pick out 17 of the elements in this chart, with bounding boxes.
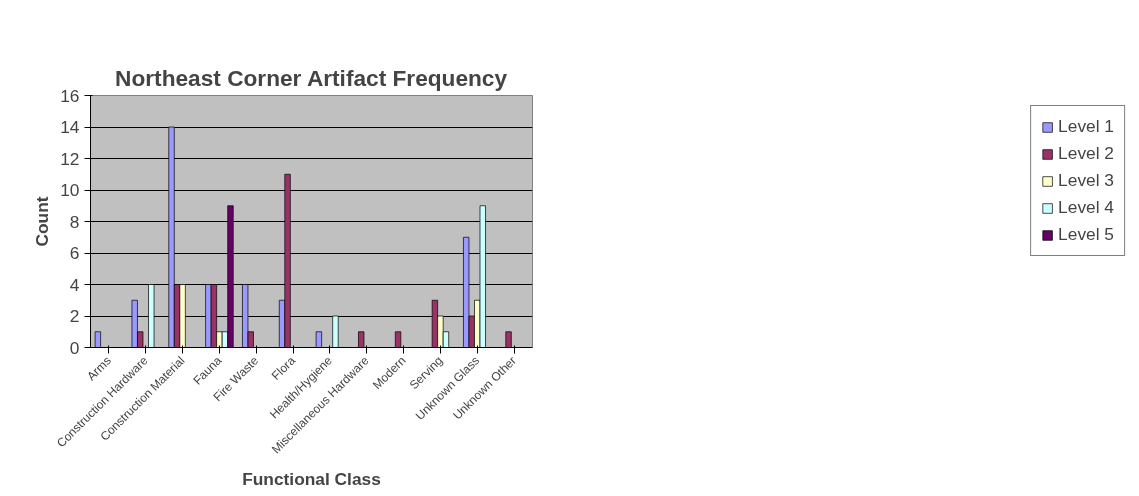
legend-label: Level 1 — [1058, 116, 1114, 137]
y-tick-label: 16 — [60, 85, 80, 106]
y-tick-label: 0 — [69, 337, 80, 358]
chart-title: Northeast Corner Artifact Frequency — [115, 64, 508, 91]
legend-label: Level 4 — [1058, 197, 1114, 218]
legend-label: Level 2 — [1058, 143, 1114, 164]
y-tick-label: 4 — [69, 274, 80, 295]
x-axis-title: Functional Class — [242, 469, 381, 490]
y-axis-title: Count — [32, 196, 53, 247]
legend-label: Level 3 — [1058, 170, 1114, 191]
y-tick-label: 6 — [69, 243, 80, 263]
y-tick-label: 10 — [60, 180, 80, 200]
y-tick-label: 12 — [60, 148, 80, 169]
y-tick-label: 2 — [69, 306, 80, 326]
y-tick-label: 14 — [60, 117, 80, 137]
y-tick-label: 8 — [69, 211, 80, 232]
legend-label: Level 5 — [1058, 224, 1114, 245]
